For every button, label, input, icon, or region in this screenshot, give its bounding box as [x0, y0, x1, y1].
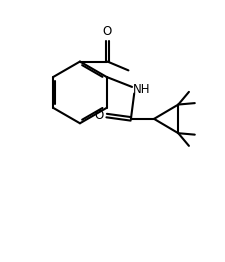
Text: O: O	[102, 25, 112, 38]
Text: O: O	[94, 109, 104, 122]
Text: NH: NH	[133, 83, 150, 96]
